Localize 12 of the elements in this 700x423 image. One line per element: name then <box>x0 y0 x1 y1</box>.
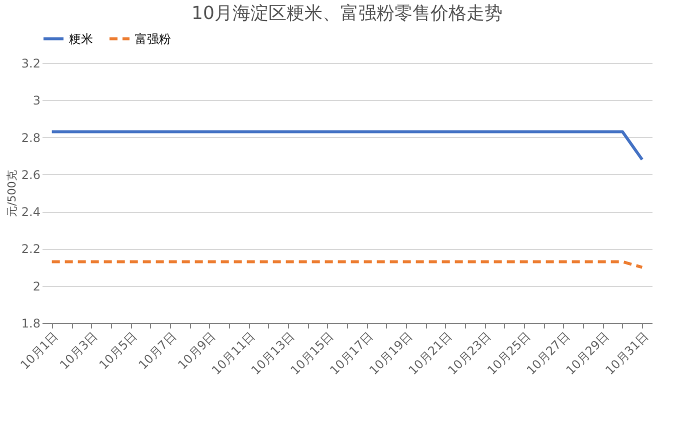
y-tick-label: 1.8 <box>21 316 40 330</box>
legend-label: 粳米 <box>69 32 93 46</box>
y-tick-label: 2.4 <box>21 205 40 220</box>
y-tick-label: 2.8 <box>21 130 40 145</box>
y-tick-label: 3 <box>32 94 40 108</box>
y-tick-label: 3.2 <box>21 56 40 70</box>
legend-label: 富强粉 <box>135 32 171 46</box>
y-tick-label: 2.6 <box>21 168 40 182</box>
y-tick-label: 2.2 <box>21 242 40 256</box>
y-tick-label: 2 <box>32 279 40 294</box>
chart-title: 10月海淀区粳米、富强粉零售价格走势 <box>192 3 502 24</box>
y-axis-title: 元/500克 <box>5 170 18 217</box>
